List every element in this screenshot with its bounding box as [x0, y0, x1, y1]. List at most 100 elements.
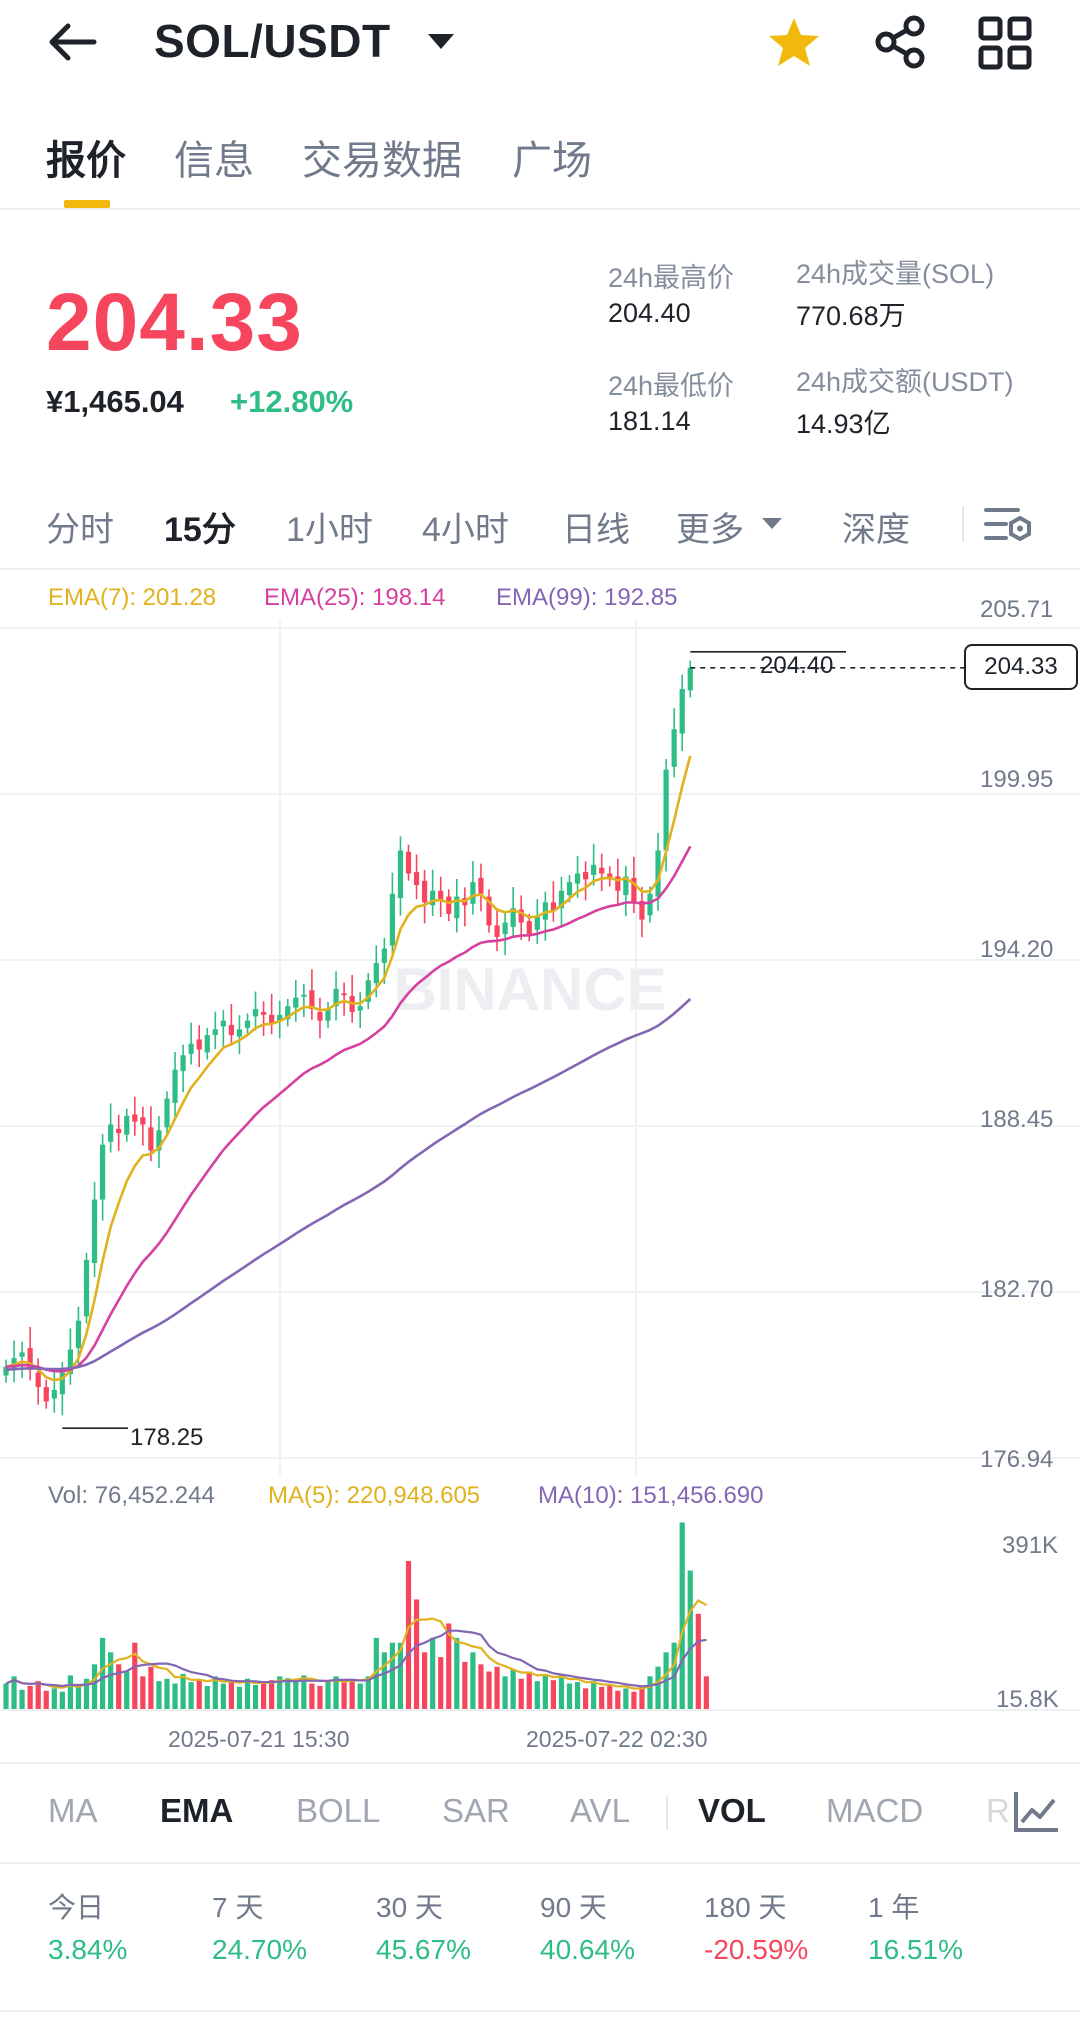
volume-bar: [357, 1683, 363, 1710]
period-change: 3.84%: [48, 1934, 128, 1965]
y-tick-label: 205.71: [980, 596, 1054, 623]
low-marker-label: 178.25: [130, 1424, 204, 1451]
y-tick-label: 176.94: [980, 1446, 1054, 1473]
candle-body: [631, 877, 637, 903]
candle-body: [478, 877, 484, 894]
volume-chart[interactable]: [0, 1500, 1080, 1720]
candle-body: [389, 893, 395, 946]
volume-bar: [647, 1676, 653, 1710]
candle-body: [438, 890, 444, 900]
volume-value: 770.68万: [796, 301, 906, 331]
volume-bar: [430, 1637, 436, 1710]
interval-more[interactable]: 更多: [676, 511, 744, 549]
volume-bar: [631, 1691, 637, 1710]
candle-body: [583, 872, 589, 880]
chart-divider: [0, 1762, 1080, 1764]
volume-bar: [309, 1683, 315, 1710]
volume-bar: [534, 1681, 540, 1710]
period-label: 30 天: [376, 1892, 443, 1923]
indicator-ma[interactable]: MA: [48, 1792, 98, 1829]
volume-bar: [639, 1685, 645, 1710]
volume-bar: [591, 1681, 597, 1710]
volume-bar: [478, 1664, 484, 1710]
indicator-vol[interactable]: VOL: [698, 1792, 766, 1829]
volume-bar: [293, 1681, 299, 1710]
high-marker-label: 204.40: [760, 652, 834, 679]
volume-bar: [244, 1678, 251, 1710]
low-label: 24h最低价: [608, 371, 735, 401]
candle-body: [639, 900, 645, 920]
bottom-divider: [0, 2010, 1080, 2012]
volume-bar: [261, 1682, 267, 1710]
candle-body: [615, 876, 621, 891]
candle-body: [27, 1348, 33, 1370]
y-tick-label: 188.45: [980, 1106, 1054, 1133]
candle-body: [373, 962, 379, 984]
amount-label: 24h成交额(USDT): [796, 367, 1014, 397]
volume-bar: [550, 1680, 556, 1710]
back-arrow-icon[interactable]: [44, 18, 100, 66]
candle-body: [599, 867, 605, 874]
interval-15m[interactable]: 15分: [164, 511, 236, 549]
high-label: 24h最高价: [608, 263, 735, 293]
indicator-ema[interactable]: EMA: [160, 1792, 234, 1829]
active-tab-indicator: [64, 200, 110, 208]
vol-ma10-legend: MA(10): 151,456.690: [538, 1482, 764, 1509]
candle-body: [486, 896, 492, 926]
interval-1d[interactable]: 日线: [562, 511, 630, 549]
volume-bar: [212, 1676, 218, 1710]
indicator-r[interactable]: R: [986, 1792, 1010, 1829]
volume-bar: [252, 1684, 259, 1710]
candle-body: [156, 1130, 162, 1151]
star-icon[interactable]: [766, 16, 822, 70]
candle-body: [518, 909, 524, 923]
candle-body: [108, 1124, 114, 1142]
volume-bar: [100, 1637, 106, 1710]
interval-1h[interactable]: 1小时: [286, 511, 373, 549]
volume-bar: [510, 1669, 516, 1710]
volume-bar: [83, 1678, 90, 1710]
volume-bar: [35, 1681, 41, 1710]
period-change: 24.70%: [212, 1934, 307, 1965]
share-icon[interactable]: [872, 14, 928, 70]
tab-trading-data[interactable]: 交易数据: [302, 139, 462, 183]
volume-bar: [277, 1676, 283, 1710]
candle-body: [317, 1011, 323, 1021]
candlestick-chart[interactable]: BINANCE: [0, 620, 1080, 1476]
volume-bar: [365, 1676, 371, 1710]
vol-axis-bottom: 15.8K: [996, 1686, 1059, 1713]
indicator-avl[interactable]: AVL: [570, 1792, 630, 1829]
period-change: 16.51%: [868, 1934, 963, 1965]
dropdown-caret-icon[interactable]: [428, 34, 454, 49]
tab-info[interactable]: 信息: [174, 139, 254, 183]
watermark: BINANCE: [393, 956, 666, 1023]
volume-bar: [470, 1652, 476, 1710]
line-chart-icon[interactable]: [1012, 1790, 1060, 1834]
indicator-macd[interactable]: MACD: [826, 1792, 924, 1829]
candle-body: [67, 1349, 73, 1375]
pair-title[interactable]: SOL/USDT: [154, 15, 391, 67]
vol-axis-top: 391K: [1002, 1532, 1059, 1559]
ema-line-99: [5, 998, 692, 1371]
indicator-boll[interactable]: BOLL: [296, 1792, 381, 1829]
interval-4h[interactable]: 4小时: [422, 511, 509, 549]
indicator-sar[interactable]: SAR: [442, 1792, 510, 1829]
more-caret-icon[interactable]: [762, 518, 782, 529]
candle-body: [574, 873, 581, 884]
candle-body: [293, 997, 299, 1008]
volume-bar: [397, 1642, 404, 1710]
interval-time-share[interactable]: 分时: [46, 511, 114, 549]
period-label: 90 天: [540, 1892, 607, 1923]
volume-bar: [325, 1680, 331, 1710]
candle-body: [446, 896, 452, 914]
interval-depth[interactable]: 深度: [842, 511, 910, 549]
period-label: 今日: [48, 1892, 105, 1923]
chart-settings-icon[interactable]: [984, 504, 1034, 546]
tab-square[interactable]: 广场: [512, 139, 592, 183]
tab-quote[interactable]: 报价: [46, 139, 126, 183]
grid-menu-icon[interactable]: [978, 16, 1032, 70]
candle-body: [333, 988, 339, 1007]
candle-body: [196, 1039, 202, 1050]
candle-body: [494, 925, 500, 937]
volume-bar: [373, 1637, 379, 1710]
